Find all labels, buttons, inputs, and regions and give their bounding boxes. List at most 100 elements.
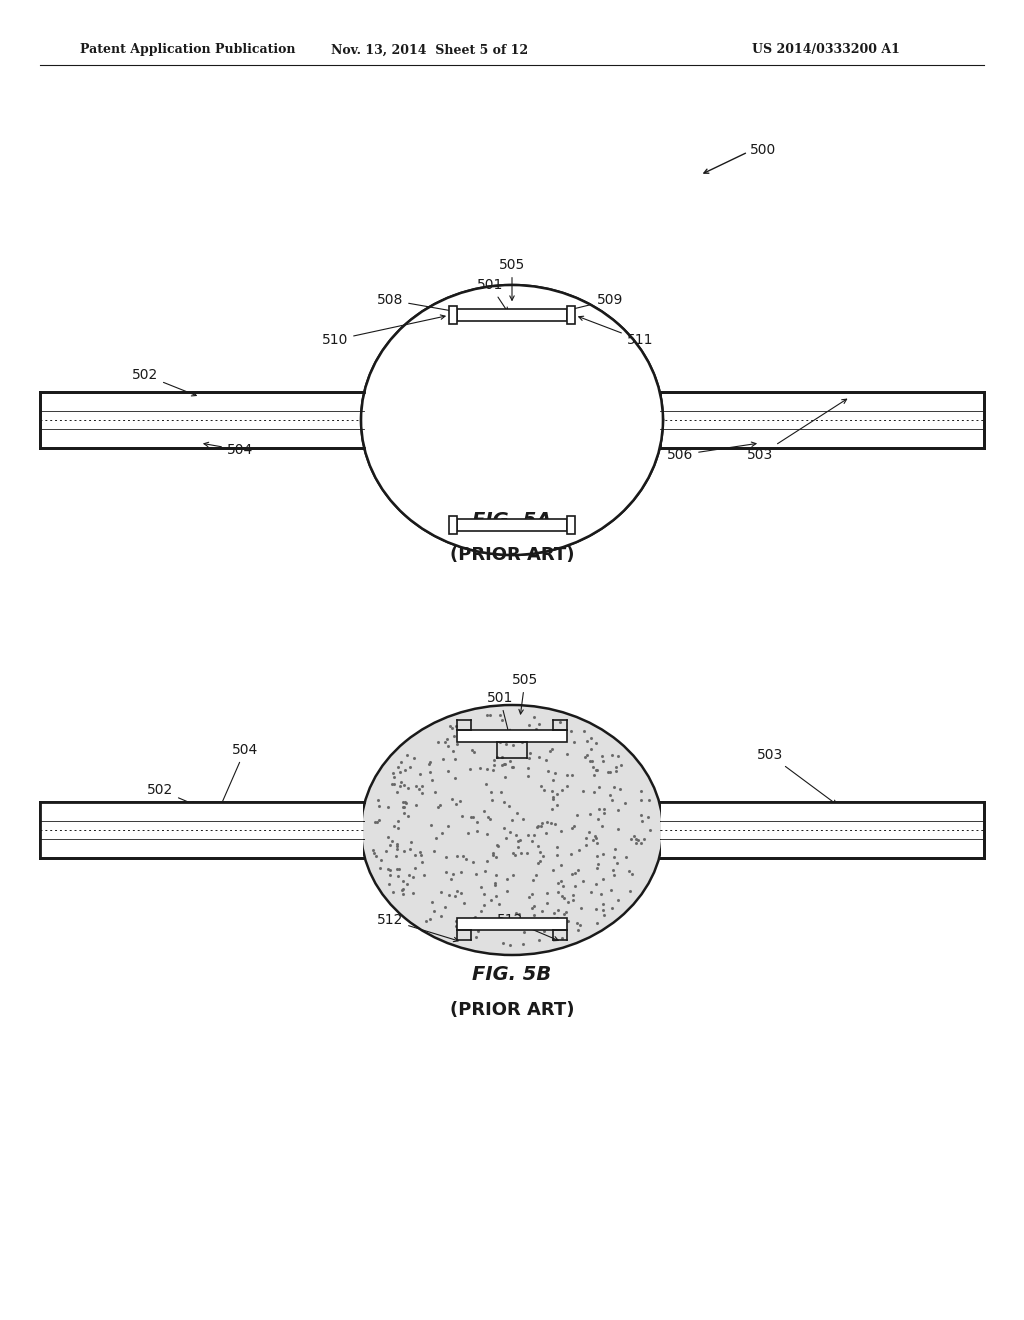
Point <box>582 804 598 825</box>
Point <box>617 792 634 813</box>
Point <box>604 744 621 766</box>
Point <box>504 722 520 743</box>
Point <box>395 884 412 906</box>
Point <box>553 871 569 892</box>
Point <box>511 829 527 850</box>
Ellipse shape <box>361 705 663 954</box>
Point <box>596 799 612 820</box>
Point <box>371 809 387 830</box>
Bar <box>457 917 567 931</box>
Point <box>633 781 649 803</box>
Point <box>596 803 612 824</box>
Point <box>540 760 556 781</box>
Point <box>458 849 474 870</box>
Point <box>536 779 552 800</box>
Point <box>602 784 618 805</box>
Point <box>396 803 413 824</box>
Point <box>595 894 611 915</box>
Text: 506: 506 <box>667 442 756 462</box>
Point <box>515 933 531 954</box>
Point <box>520 887 537 908</box>
Point <box>531 929 548 950</box>
Point <box>390 810 407 832</box>
Point <box>463 807 479 828</box>
Point <box>505 842 521 863</box>
Point <box>449 793 465 814</box>
Point <box>563 721 580 742</box>
Point <box>449 734 465 755</box>
Point <box>481 704 498 725</box>
Point <box>485 754 502 775</box>
Point <box>605 865 622 886</box>
Point <box>414 851 430 873</box>
Point <box>556 887 572 908</box>
Point <box>483 890 500 911</box>
Point <box>386 816 402 837</box>
Point <box>583 727 599 748</box>
Point <box>584 750 600 771</box>
Point <box>547 814 563 836</box>
Point <box>489 730 506 751</box>
Point <box>495 723 511 744</box>
Point <box>495 932 511 953</box>
Point <box>365 840 381 861</box>
Point <box>525 824 542 845</box>
Point <box>604 789 621 810</box>
Bar <box>41 803 362 857</box>
Point <box>497 754 513 775</box>
Point <box>479 758 496 779</box>
Point <box>495 908 511 929</box>
Point <box>569 804 586 825</box>
Point <box>373 850 389 871</box>
Point <box>564 863 581 884</box>
Point <box>411 779 427 800</box>
Point <box>462 759 478 780</box>
Point <box>469 821 485 842</box>
Bar <box>457 730 567 742</box>
Bar <box>567 516 575 533</box>
Point <box>424 770 440 791</box>
Point <box>589 858 605 879</box>
Point <box>454 805 470 826</box>
Point <box>482 808 499 829</box>
Point <box>584 739 600 760</box>
Point <box>400 865 417 886</box>
Point <box>385 763 401 784</box>
Point <box>508 903 524 924</box>
Point <box>523 830 540 851</box>
Point <box>467 927 483 948</box>
Point <box>527 719 544 741</box>
Point <box>628 832 644 853</box>
Point <box>414 783 430 804</box>
Point <box>579 744 595 766</box>
Point <box>555 729 571 750</box>
Point <box>456 892 472 913</box>
Point <box>565 884 582 906</box>
Point <box>444 863 461 884</box>
Bar <box>41 393 362 447</box>
Point <box>432 795 449 816</box>
Point <box>553 820 569 841</box>
Point <box>605 776 622 797</box>
Point <box>447 916 464 937</box>
Point <box>529 836 546 857</box>
Point <box>437 731 454 752</box>
Point <box>530 816 547 837</box>
Point <box>510 837 526 858</box>
Point <box>518 842 535 863</box>
Point <box>416 865 432 886</box>
Text: 512: 512 <box>497 913 558 941</box>
Point <box>589 832 605 853</box>
Point <box>487 886 504 907</box>
Point <box>555 904 571 925</box>
Point <box>582 750 598 771</box>
Point <box>483 721 500 742</box>
Point <box>502 935 518 956</box>
Point <box>387 845 403 866</box>
Point <box>516 921 532 942</box>
Point <box>390 756 407 777</box>
Point <box>558 764 574 785</box>
Point <box>520 756 537 777</box>
Point <box>633 789 649 810</box>
Point <box>520 714 537 735</box>
